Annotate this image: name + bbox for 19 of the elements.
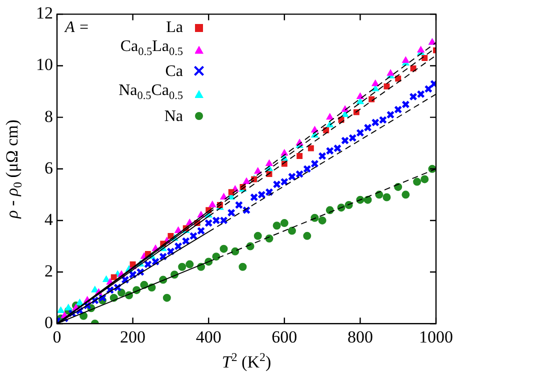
x-tick-label: 600 bbox=[272, 327, 298, 346]
legend-label: Na$_{0.5}$Ca$_{0.5}$ bbox=[118, 81, 183, 105]
x-tick-label: 400 bbox=[196, 327, 222, 346]
y-tick-label: 8 bbox=[44, 106, 53, 126]
y-tick-label: 4 bbox=[44, 210, 54, 229]
y-tick-label: 6 bbox=[44, 158, 53, 178]
legend-label: La bbox=[166, 18, 183, 38]
legend-label: Na bbox=[164, 106, 183, 126]
y-tick-label: 12 bbox=[36, 4, 53, 23]
x-tick-label: 800 bbox=[347, 327, 373, 346]
y-tick-label: 10 bbox=[36, 55, 53, 74]
legend-title: A = bbox=[65, 18, 90, 38]
y-tick-label: 2 bbox=[44, 262, 53, 280]
legend-label: Ca bbox=[165, 62, 183, 82]
x-tick-label: 200 bbox=[120, 327, 146, 346]
legend-label: Ca$_{0.5}$La$_{0.5}$ bbox=[120, 37, 183, 60]
y-tick-label: 0 bbox=[44, 313, 53, 332]
x-axis-title: T$^{2}$ (K$^{2}$) bbox=[222, 350, 272, 372]
x-tick-label: 1000 bbox=[419, 327, 453, 346]
